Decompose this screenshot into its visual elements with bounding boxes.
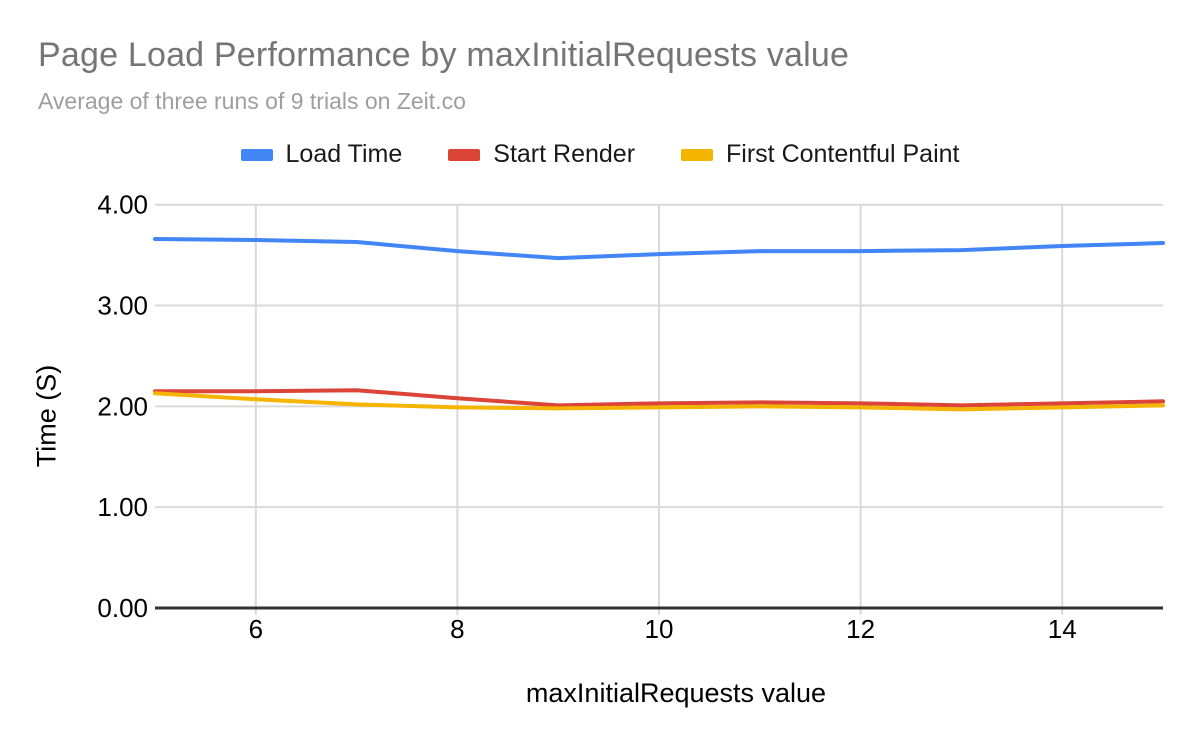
legend-item-load-time[interactable]: Load Time <box>240 140 403 169</box>
x-tick-label: 12 <box>846 614 875 644</box>
chart-title: Page Load Performance by maxInitialReque… <box>38 36 850 74</box>
chart-legend: Load Time Start Render First Contentful … <box>0 140 1200 169</box>
start-render-swatch-icon <box>448 148 481 161</box>
y-tick-label: 3.00 <box>97 291 148 321</box>
legend-label-first-contentful-paint: First Contentful Paint <box>726 140 960 168</box>
x-tick-label: 10 <box>645 614 674 644</box>
x-tick-label: 6 <box>249 614 263 644</box>
y-tick-label: 1.00 <box>97 492 148 522</box>
y-tick-label: 2.00 <box>97 391 148 421</box>
series-line-first-contentful-paint <box>153 391 1165 412</box>
chart-subtitle: Average of three runs of 9 trials on Zei… <box>38 88 466 114</box>
legend-label-load-time: Load Time <box>285 140 403 168</box>
series-line-load-time <box>153 236 1165 261</box>
legend-label-start-render: Start Render <box>493 140 636 168</box>
x-tick-label: 8 <box>450 614 464 644</box>
x-axis-title: maxInitialRequests value <box>525 678 827 708</box>
series-line-start-render <box>153 388 1165 408</box>
load-time-swatch-icon <box>240 148 273 161</box>
legend-item-first-contentful-paint[interactable]: First Contentful Paint <box>681 140 959 169</box>
y-axis-title: Time (S) <box>31 364 62 468</box>
legend-item-start-render[interactable]: Start Render <box>448 140 635 169</box>
y-tick-label: 4.00 <box>97 190 148 220</box>
y-tick-label: 0.00 <box>97 593 148 623</box>
first-contentful-paint-swatch-icon <box>681 148 714 161</box>
x-tick-label: 14 <box>1048 614 1077 644</box>
